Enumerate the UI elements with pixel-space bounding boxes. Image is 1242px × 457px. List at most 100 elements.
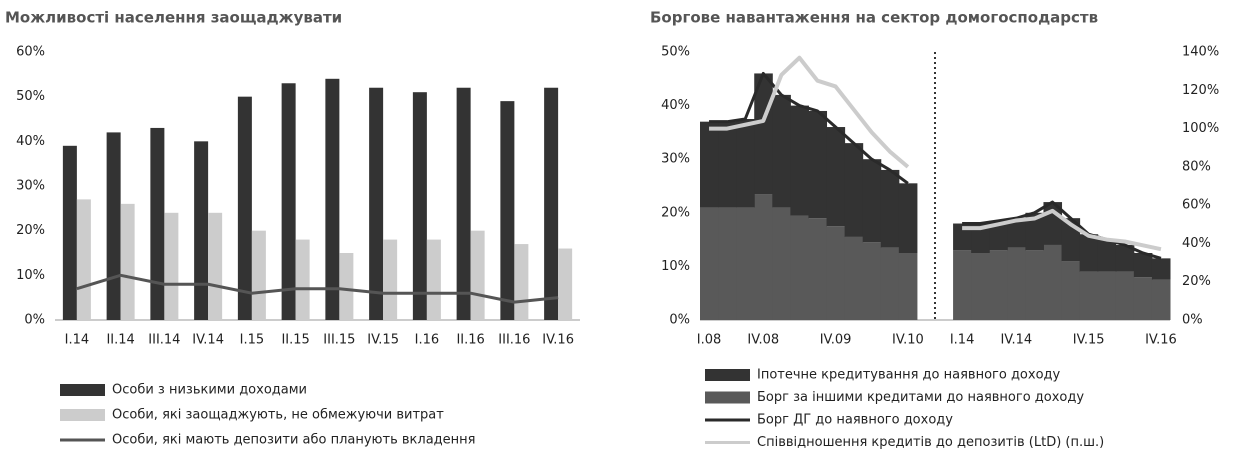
- x-tick-label: IV.10: [892, 333, 924, 348]
- area-segment: [1115, 271, 1135, 320]
- y2-tick-label: 20%: [1182, 274, 1211, 289]
- area-segment: [736, 207, 755, 320]
- legend-label: Особи, які заощаджують, не обмежуючи вит…: [112, 408, 444, 423]
- area-segment: [1043, 244, 1063, 320]
- area-segment: [1079, 234, 1099, 272]
- x-tick-label: III.15: [323, 333, 355, 348]
- y-tick-label: 40%: [16, 134, 45, 149]
- y2-tick-label: 140%: [1182, 45, 1219, 60]
- x-tick-label: II.16: [456, 333, 484, 348]
- bar: [456, 87, 471, 320]
- area-segment: [953, 250, 972, 320]
- area-segment: [790, 105, 809, 216]
- y-tick-label: 40%: [661, 98, 690, 113]
- bar: [325, 78, 340, 320]
- area-segment: [700, 121, 719, 208]
- bar: [150, 127, 165, 320]
- area-segment: [718, 121, 737, 208]
- bar: [62, 145, 77, 320]
- x-tick-label: I.15: [240, 333, 265, 348]
- bar: [369, 87, 384, 320]
- area-segment: [1007, 218, 1026, 248]
- bar: [106, 132, 121, 320]
- area-segment: [772, 94, 791, 208]
- area-segment: [808, 218, 828, 320]
- legend-swatch: [60, 384, 105, 396]
- y-tick-label: 0%: [669, 313, 690, 328]
- legend-label: Особи з низькими доходами: [112, 383, 307, 398]
- area-segment: [1151, 258, 1171, 280]
- x-tick-label: IV.14: [192, 333, 224, 348]
- area-segment: [844, 236, 864, 320]
- bar: [558, 248, 573, 320]
- area-segment: [971, 223, 990, 253]
- area-segment: [844, 143, 864, 237]
- y-tick-label: 20%: [661, 205, 690, 220]
- y-tick-label: 60%: [16, 45, 45, 60]
- bar: [295, 239, 310, 320]
- y2-tick-label: 0%: [1182, 313, 1203, 328]
- y-tick-label: 0%: [24, 313, 45, 328]
- y-tick-label: 50%: [661, 45, 690, 60]
- bar: [120, 203, 135, 320]
- area-segment: [898, 253, 918, 320]
- area-segment: [880, 247, 900, 320]
- bar: [470, 230, 485, 320]
- area-segment: [1025, 250, 1044, 320]
- area-segment: [826, 226, 846, 320]
- area-segment: [898, 183, 918, 253]
- y-tick-label: 30%: [661, 152, 690, 167]
- bar: [544, 87, 559, 320]
- area-segment: [1097, 239, 1117, 272]
- x-tick-label: IV.14: [1000, 333, 1032, 348]
- bar: [208, 212, 223, 320]
- bar: [339, 253, 354, 320]
- legend-label: Іпотечне кредитування до наявного доходу: [757, 368, 1061, 383]
- bar: [237, 96, 252, 321]
- y2-tick-label: 40%: [1182, 236, 1211, 251]
- area-segment: [700, 207, 719, 320]
- area-segment: [736, 119, 755, 208]
- y-tick-label: 20%: [16, 223, 45, 238]
- legend-label: Співвідношення кредитів до депозитів (Lt…: [757, 435, 1104, 450]
- area-segment: [862, 242, 882, 320]
- area-segment: [1133, 277, 1153, 320]
- y2-tick-label: 100%: [1182, 121, 1219, 136]
- legend-label: Борг за іншими кредитами до наявного дох…: [757, 390, 1084, 405]
- bar: [514, 244, 529, 320]
- area-segment: [971, 253, 990, 320]
- area-segment: [1151, 279, 1171, 320]
- legend-label: Особи, які мають депозити або планують в…: [112, 433, 475, 448]
- y-tick-label: 10%: [661, 259, 690, 274]
- x-tick-label: III.16: [498, 333, 530, 348]
- x-tick-label: II.15: [281, 333, 309, 348]
- area-segment: [754, 194, 773, 320]
- chart-title: Можливості населення заощаджувати: [5, 9, 342, 27]
- legend-label: Борг ДГ до наявного доходу: [757, 413, 953, 428]
- bar: [281, 83, 296, 321]
- area-segment: [1079, 271, 1099, 320]
- x-tick-label: IV.16: [542, 333, 574, 348]
- y2-tick-label: 120%: [1182, 83, 1219, 98]
- y2-tick-label: 80%: [1182, 159, 1211, 174]
- area-segment: [1007, 247, 1026, 320]
- area-segment: [989, 220, 1008, 251]
- area-segment: [808, 110, 828, 219]
- area-segment: [1133, 253, 1153, 278]
- legend-swatch: [60, 409, 105, 421]
- area-segment: [1115, 244, 1135, 272]
- x-tick-label: I.08: [697, 333, 722, 348]
- x-tick-label: IV.09: [820, 333, 852, 348]
- y2-tick-label: 60%: [1182, 198, 1211, 213]
- bar: [426, 239, 441, 320]
- area-segment: [989, 250, 1008, 320]
- x-tick-label: IV.15: [1073, 333, 1105, 348]
- bar: [194, 141, 209, 320]
- x-tick-label: III.14: [148, 333, 180, 348]
- chart-title: Боргове навантаження на сектор домогоспо…: [650, 9, 1098, 27]
- legend-swatch: [705, 369, 750, 381]
- bar: [412, 92, 427, 320]
- area-segment: [1097, 271, 1117, 320]
- x-tick-label: IV.16: [1145, 333, 1177, 348]
